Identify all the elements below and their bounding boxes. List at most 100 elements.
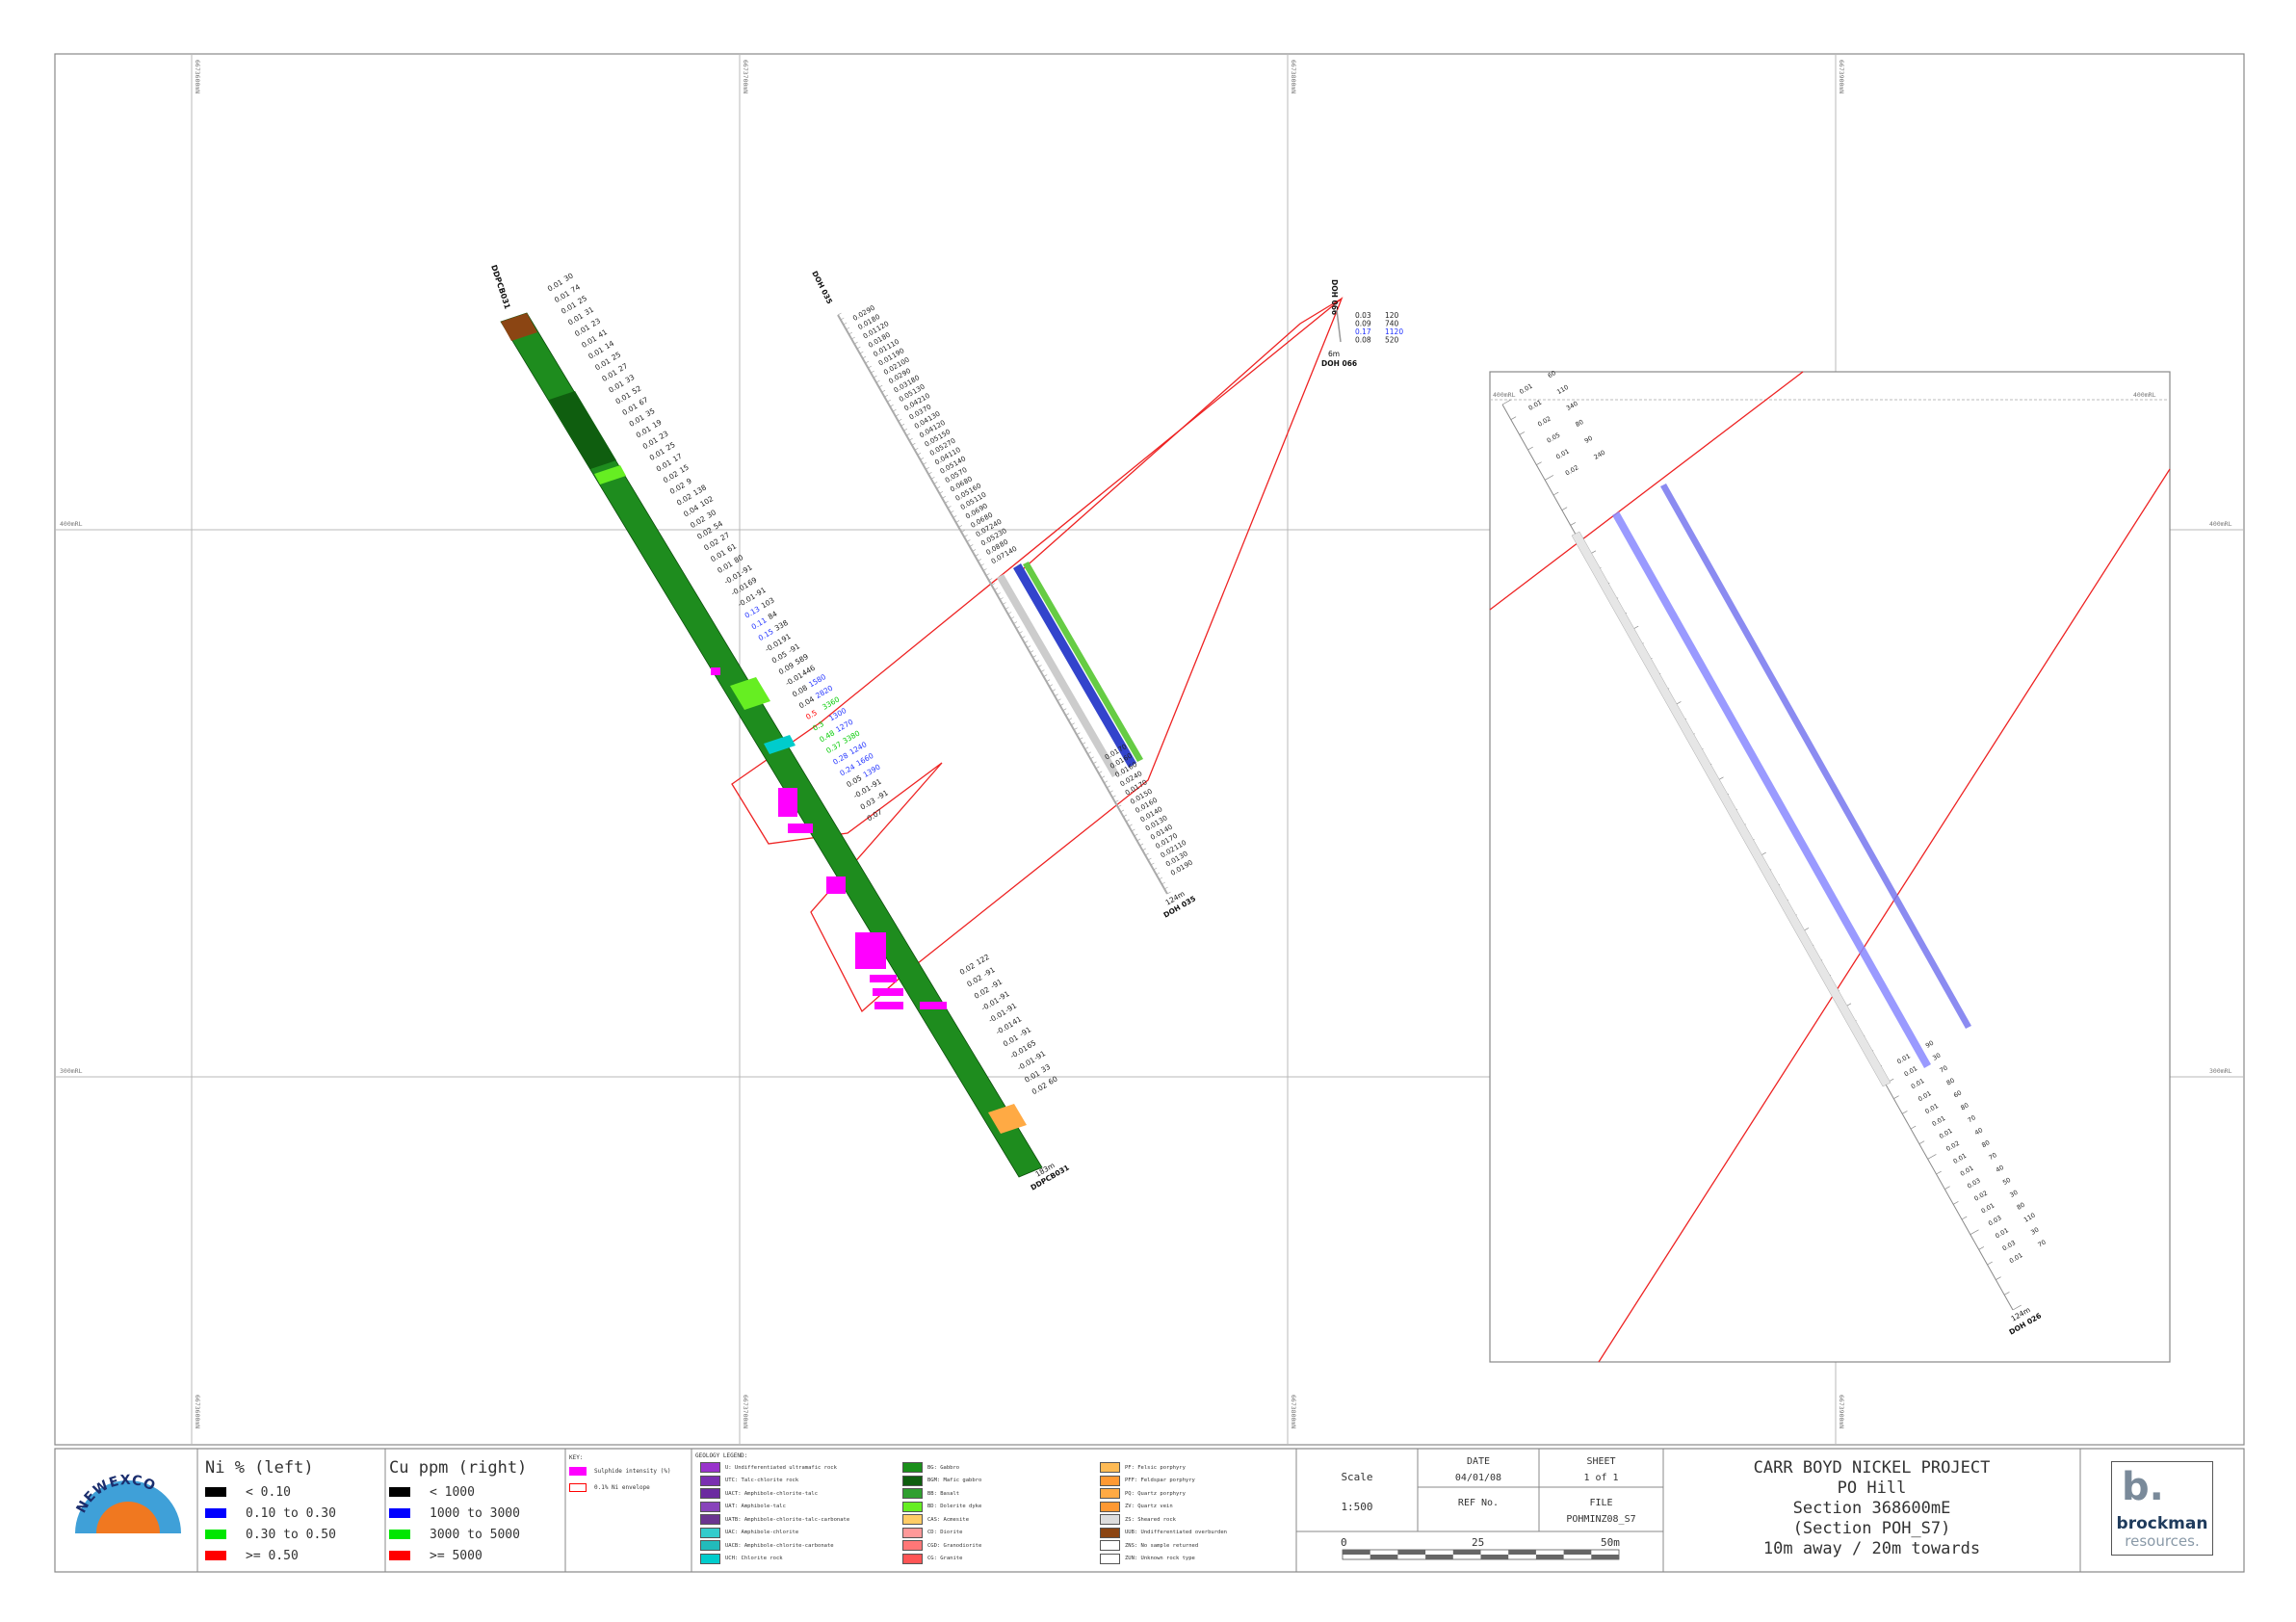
depth-tick — [936, 485, 941, 489]
cu-assay-label: 520 — [1385, 336, 1399, 345]
cu-assay-label: 19 — [651, 418, 664, 431]
depth-tick — [1090, 756, 1094, 760]
depth-tick — [994, 588, 999, 590]
cu-assay-label: 23 — [589, 316, 602, 328]
depth-tick — [1123, 814, 1128, 818]
cu-assay-label: 91 — [780, 632, 793, 644]
scalebar-segment — [1591, 1555, 1619, 1559]
depth-tick — [853, 341, 858, 345]
cu-assay-label: 40 — [1995, 1164, 2005, 1174]
depth-tick — [1016, 626, 1020, 629]
scalebar-segment — [1425, 1555, 1453, 1559]
hole-ddpcb031-chlorite — [764, 735, 796, 754]
geology-legend-item: PQ: Quartz porphyry — [1100, 1488, 1186, 1499]
ni-assay-label: 0.02 — [958, 961, 977, 977]
depth-tick — [933, 481, 938, 484]
inset-rl-label-right: 400mRL — [2133, 391, 2156, 399]
depth-tick — [881, 389, 886, 393]
geology-legend-item: CAS: Acmesite — [902, 1514, 969, 1525]
hole-ddpcb031-dyke-2 — [730, 677, 770, 710]
depth-tick — [1139, 843, 1144, 847]
hole-ddpcb031-dyke-1 — [594, 465, 626, 484]
grid-label-bottom-2: 6673700mN — [742, 1395, 749, 1428]
geology-label: ZUN: Unknown rock type — [1125, 1556, 1195, 1561]
ni-assay-label: 0.17 — [1355, 327, 1371, 336]
geology-legend-item: ZUN: Unknown rock type — [1100, 1553, 1195, 1564]
hole-doh035-collar-label: DOH 035 — [810, 270, 834, 305]
title-section-code: (Section POH_S7) — [1792, 1519, 1951, 1538]
depth-tick — [975, 554, 979, 557]
cu-swatch — [389, 1530, 410, 1539]
cu-assay-label: 80 — [2016, 1201, 2026, 1212]
depth-tick — [875, 379, 880, 383]
geology-legend-item: PFF: Feldspar porphyry — [1100, 1475, 1195, 1486]
cu-assay-label: -91 — [982, 965, 997, 979]
depth-tick — [1068, 718, 1073, 721]
geology-legend-item: CGD: Granodiorite — [902, 1540, 981, 1551]
cu-assay-label: -91 — [753, 586, 768, 599]
cu-assay-label: 80 — [1574, 418, 1584, 429]
geology-label: UTC: Talc-chlorite rock — [725, 1478, 799, 1483]
scalebar-segment — [1508, 1550, 1536, 1555]
depth-tick — [978, 559, 981, 562]
geology-legend-title: GEOLOGY LEGEND: — [695, 1452, 748, 1459]
depth-tick — [991, 583, 996, 586]
depth-tick — [961, 530, 965, 533]
drawing-title: CARR BOYD NICKEL PROJECT PO Hill Section… — [1663, 1458, 2080, 1559]
depth-tick — [1136, 838, 1141, 842]
cu-assay-label: 80 — [983, 511, 995, 522]
cu-assay-label: 40 — [1133, 770, 1144, 780]
geology-label: BGM: Mafic gabbro — [927, 1478, 982, 1483]
depth-tick — [1944, 1186, 1950, 1190]
cu-assay-label: 90 — [1183, 858, 1194, 869]
depth-tick — [1570, 522, 1577, 526]
ni-row-label: >= 0.50 — [246, 1548, 299, 1563]
cu-assay-label: -91 — [1004, 1001, 1018, 1014]
title-window: 10m away / 20m towards — [1762, 1539, 1981, 1558]
depth-tick — [1128, 824, 1133, 827]
rl-label-left-300: 300mRL — [60, 1067, 83, 1075]
depth-tick — [908, 437, 913, 441]
ni-legend: Ni % (left) < 0.10 0.10 to 0.30 0.30 to … — [205, 1458, 378, 1566]
depth-tick — [878, 384, 883, 388]
key-sulphide-label: Sulphide intensity (%) — [594, 1468, 671, 1475]
depth-tick — [1065, 713, 1070, 717]
geology-swatch — [1100, 1488, 1120, 1499]
depth-tick — [1059, 703, 1064, 707]
cu-assay-label: 67 — [638, 395, 650, 407]
depth-tick — [930, 476, 935, 480]
cu-assay-label: 446 — [800, 664, 817, 678]
rl-label-left-400: 400mRL — [60, 520, 83, 528]
depth-tick — [1545, 475, 1554, 481]
geology-label: UACT: Amphibole-chlorite-talc — [725, 1490, 819, 1497]
hole-ddpcb031-porphyry — [988, 1104, 1027, 1134]
ni-assay-label: 0.08 — [1355, 336, 1371, 345]
geology-legend-item: UACB: Amphibole-chlorite-carbonate — [700, 1540, 834, 1551]
file-label: FILE — [1589, 1498, 1613, 1508]
depth-tick — [1076, 732, 1081, 736]
ni-assay-label: 0.02 — [1031, 1081, 1049, 1096]
geology-label: CG: Granite — [927, 1556, 963, 1561]
depth-tick — [1035, 660, 1039, 663]
cu-assay-label: 23 — [658, 429, 670, 441]
depth-tick — [1043, 674, 1048, 677]
depth-tick — [1161, 881, 1165, 885]
depth-tick — [955, 520, 960, 523]
depth-tick — [1087, 751, 1091, 755]
date-label: DATE — [1466, 1456, 1491, 1467]
grid-label-bottom-4: 6673900mN — [1838, 1395, 1845, 1428]
cu-assay-label: 60 — [1147, 797, 1159, 807]
cu-assay-label: 41 — [1011, 1014, 1024, 1027]
geology-label: PFF: Feldspar porphyry — [1125, 1478, 1195, 1483]
scale-label: Scale — [1341, 1471, 1373, 1483]
depth-tick — [887, 399, 891, 403]
depth-tick — [871, 370, 874, 374]
depth-tick — [911, 442, 916, 446]
geology-legend-item: BB: Basalt — [902, 1488, 959, 1499]
cu-assay-label: 40 — [1153, 805, 1164, 816]
geology-label: UCH: Chlorite rock — [725, 1556, 783, 1561]
hole-doh035-mixed-zone-2 — [1023, 562, 1143, 762]
depth-tick — [859, 351, 864, 354]
depth-tick — [868, 365, 872, 369]
depth-tick — [889, 404, 894, 407]
